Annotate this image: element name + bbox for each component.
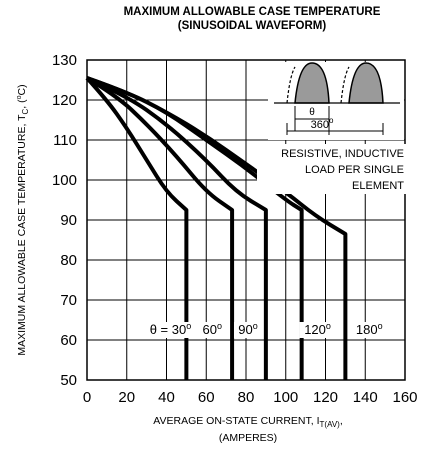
- waveform-dashed-0: [286, 66, 296, 104]
- curve-label-text-2: 90: [238, 322, 252, 337]
- curve-label-3: 120o: [304, 321, 331, 337]
- curve-label-0: θ = 30o: [150, 321, 192, 337]
- x-tick-label-6: 120: [313, 389, 338, 406]
- waveform-dashed-1: [340, 66, 350, 104]
- curve-label-group-4: 180o: [351, 321, 388, 338]
- x-tick-label-0: 0: [83, 389, 91, 406]
- curve-0: [85, 76, 189, 380]
- curve-4: [86, 76, 348, 380]
- curve-label-1: 60o: [202, 321, 221, 337]
- curve-label-4: 180o: [356, 321, 383, 337]
- curve-label-sup-2: o: [253, 321, 258, 331]
- curve-label-group-1: 60o: [198, 321, 227, 338]
- y-tick-label-2: 70: [60, 292, 77, 309]
- plot-frame: [86, 59, 406, 381]
- curve-2: [86, 76, 268, 380]
- waveform-shaded-0: [294, 62, 330, 104]
- y-tick-label-6: 110: [53, 132, 77, 149]
- chart-title: MAXIMUM ALLOWABLE CASE TEMPERATURE: [124, 6, 381, 18]
- inset-theta-label: θ: [309, 107, 315, 118]
- y-axis-label-unit: , (: [16, 99, 28, 109]
- inset-period-sup: o: [329, 116, 334, 125]
- curve-label-bg-0: [140, 322, 201, 338]
- curve-label-bg-3: [299, 322, 336, 338]
- x-tick-label-8: 160: [392, 389, 417, 406]
- curve-label-text-4: 180: [356, 322, 378, 337]
- inset-period-value: 360: [311, 119, 329, 131]
- x-axis-label-sub: T(AV): [320, 420, 341, 429]
- x-tick-label-3: 60: [198, 389, 215, 406]
- y-axis-label-sub: C: [21, 108, 30, 114]
- chart-subtitle: (SINUSOIDAL WAVEFORM): [178, 20, 327, 32]
- curve-label-sup-4: o: [378, 321, 383, 331]
- y-axis-label-main: MAXIMUM ALLOWABLE CASE TEMPERATURE, T: [16, 114, 28, 356]
- x-axis-label-end: ,: [340, 415, 343, 427]
- curve-1: [85, 76, 235, 380]
- x-axis-label: AVERAGE ON-STATE CURRENT, IT(AV),: [153, 415, 343, 429]
- y-tick-label-5: 100: [52, 172, 77, 189]
- curve-label-sup-1: o: [217, 321, 222, 331]
- curve-label-sup-0: o: [186, 321, 191, 331]
- annotation-line-1: RESISTIVE, INDUCTIVE: [281, 148, 404, 160]
- curve-label-group-0: θ = 30o: [140, 321, 201, 338]
- x-axis-label-main: AVERAGE ON-STATE CURRENT, I: [153, 415, 319, 427]
- curve-label-bg-1: [198, 322, 227, 338]
- y-tick-label-8: 130: [52, 52, 77, 69]
- x-tick-label-7: 140: [353, 389, 378, 406]
- curve-label-text-3: 120: [304, 322, 326, 337]
- annotation-background: [257, 144, 407, 194]
- annotation-line-2: LOAD PER SINGLE: [305, 164, 404, 176]
- waveform-shaded-1: [348, 62, 384, 104]
- x-tick-label-4: 80: [238, 389, 255, 406]
- annotation-line-3: ELEMENT: [352, 180, 404, 192]
- y-axis-label-unit-sup: o: [16, 95, 23, 99]
- curve-label-bg-2: [233, 322, 262, 338]
- x-tick-label-1: 20: [118, 389, 135, 406]
- y-tick-label-3: 80: [60, 252, 77, 269]
- curve-label-group-2: 90o: [233, 321, 262, 338]
- curve-labels: θ = 30o 60o 90o 120o 180o: [140, 321, 388, 338]
- curve-label-text-0: θ = 30: [150, 322, 187, 337]
- curve-label-sup-3: o: [326, 321, 331, 331]
- curve-label-2: 90o: [238, 321, 257, 337]
- y-tick-label-7: 120: [52, 92, 77, 109]
- y-tick-label-0: 50: [60, 372, 77, 389]
- curve-label-group-3: 120o: [299, 321, 336, 338]
- tick-labels: 0 20 40 60 80 100 120 140 160 50 60 70 80 90 100 110 120…: [52, 52, 418, 406]
- y-tick-label-4: 90: [60, 212, 77, 229]
- curve-label-text-1: 60: [202, 322, 216, 337]
- y-axis-label: MAXIMUM ALLOWABLE CASE TEMPERATURE, TC, …: [16, 84, 30, 355]
- y-axis-label-unit-end: C): [16, 84, 28, 95]
- y-tick-label-1: 60: [60, 332, 77, 349]
- x-tick-label-2: 40: [158, 389, 175, 406]
- curve-label-bg-4: [351, 322, 388, 338]
- x-tick-label-5: 100: [273, 389, 298, 406]
- x-axis-label-line2: (AMPERES): [219, 432, 277, 444]
- inset-period-label: 360o: [311, 116, 334, 131]
